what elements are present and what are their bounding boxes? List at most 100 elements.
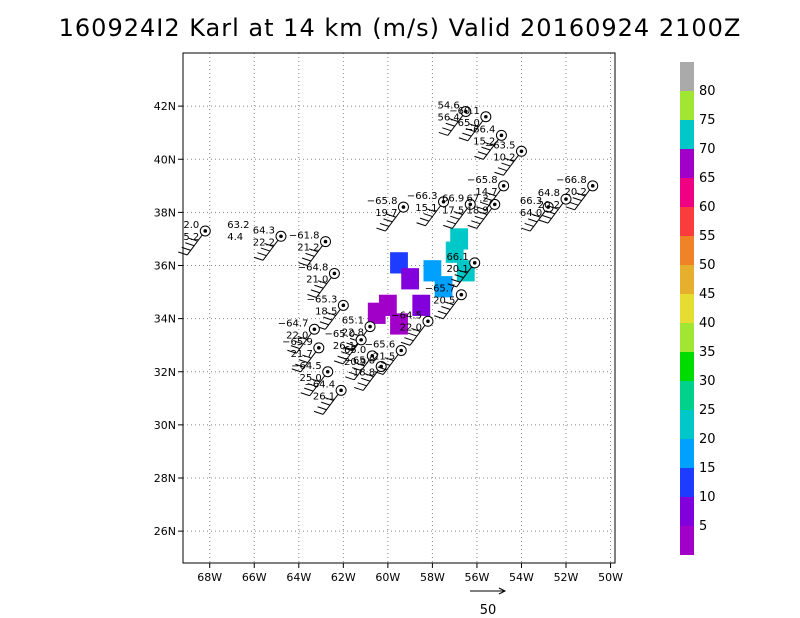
wind-barb-flag [524, 222, 534, 227]
temperature-label: 66.9 [442, 193, 464, 204]
wind-barb-flag [346, 342, 356, 347]
wind-barb-flag [324, 397, 334, 402]
x-tick-label: 66W [242, 571, 267, 584]
wind-barb-flag [400, 341, 411, 346]
wind-barb-flag [497, 167, 508, 172]
observation: −65.318.5 [307, 294, 349, 330]
temperature-label: −64.5 [391, 310, 422, 321]
wind-barb-flag [304, 387, 314, 392]
observation: −66.820.2 [556, 175, 599, 211]
wind-barb-flag [445, 122, 455, 127]
dewpoint-label: 20.2 [564, 187, 586, 198]
wind-barb-flag [320, 401, 331, 406]
observation: 66.917.5 [442, 193, 476, 229]
wind-barb-flag [487, 192, 497, 197]
station-marker-dot [499, 133, 504, 138]
colorbar-label: 15 [699, 461, 716, 476]
colorbar-swatch [680, 497, 694, 526]
station-marker-dot [359, 338, 363, 342]
wind-barb-flag [333, 360, 344, 365]
observation: −64.821.0 [298, 262, 340, 298]
wind-barb-flag [257, 252, 267, 257]
wind-barb-flag [317, 406, 327, 411]
wind-barb-flag [542, 215, 552, 219]
colorbar-label: 80 [699, 84, 716, 99]
wind-barb-flag [476, 206, 486, 211]
observation: −64.522.0 [391, 310, 434, 346]
temperature-label: −65.8 [367, 196, 398, 207]
x-tick-label: 62W [331, 571, 356, 584]
temperature-label: 2.0 [183, 220, 199, 231]
station-marker-dot [399, 348, 404, 353]
observation: −65.720.5 [425, 284, 467, 320]
wind-barb-flag [344, 346, 354, 351]
colorbar-swatch [680, 410, 694, 439]
wind-barb-flag [352, 367, 362, 372]
wind-barb-flag [419, 217, 430, 222]
colorbar-label: 35 [699, 345, 716, 360]
dewpoint-label: 10.2 [493, 152, 515, 163]
wind-barb-flag [260, 247, 271, 252]
colorbar-swatch [680, 91, 694, 120]
wind-barb-flag [437, 310, 448, 315]
dewpoint-label: 25.0 [299, 373, 321, 384]
wind-barb-flag [545, 210, 556, 215]
temperature-label: −66.3 [407, 191, 438, 202]
dewpoint-label: 19.7 [375, 208, 397, 219]
station-marker-dot [519, 149, 524, 154]
wind-barb-flag [423, 213, 433, 218]
wind-speed-cell [390, 313, 408, 335]
wind-barb-flag [528, 218, 538, 223]
y-tick-label: 26N [154, 525, 176, 538]
observation: −64.525.0 [291, 361, 334, 397]
wind-barb-flag [308, 248, 319, 253]
x-axis: 68W 66W 64W 62W 60W 58W 56W 54W 52W 50W [197, 563, 623, 584]
wind-barb-flag [484, 142, 495, 147]
wind-barb-flag [572, 197, 582, 202]
colorbar-swatch [680, 468, 694, 497]
station-marker-dot [341, 303, 346, 308]
colorbar-swatch [680, 236, 694, 265]
wind-barb-flag [298, 359, 308, 364]
wind-barb-flag [416, 222, 426, 227]
wind-barb-flag [301, 257, 312, 262]
dewpoint-label: 5.2 [183, 232, 199, 243]
dewpoint-label: 20.5 [433, 296, 455, 307]
colorbar-label: 50 [699, 258, 716, 273]
wind-barb-flag [504, 158, 515, 162]
wind-barb-flag [305, 252, 315, 257]
temperature-label: −65.8 [467, 175, 498, 186]
wind-barb-flag [465, 128, 476, 133]
plot-frame [182, 52, 616, 564]
station-marker-dot [401, 205, 406, 209]
colorbar-label: 25 [699, 403, 716, 418]
dewpoint-label: 22.8 [342, 328, 364, 339]
station-marker-dot [472, 261, 477, 265]
dewpoint-label: 21.7 [291, 349, 313, 360]
x-tick-label: 50W [598, 571, 623, 584]
wind-barb-flag [337, 355, 347, 360]
wind-barb-flag [307, 293, 317, 298]
wind-speed-cell [423, 260, 442, 282]
station-marker-dot [203, 229, 208, 233]
station-marker-dot [323, 239, 328, 244]
wind-barb-flag [501, 162, 511, 167]
wind-barb-flag [294, 340, 304, 345]
station-marker-dot [468, 202, 473, 207]
temperature-label: −65.9 [282, 337, 313, 348]
wind-barb-flag [480, 201, 490, 206]
wind-barb-flag [377, 366, 387, 371]
wind-barb-flag [297, 335, 308, 340]
wind-barb-flag [469, 123, 479, 128]
wind-barb-flag [313, 410, 324, 415]
dewpoint-label: 15.1 [415, 203, 437, 214]
temperature-label: 67.2 [466, 193, 488, 204]
observation: −63.510.2 [485, 140, 527, 176]
observation: −64.722.0 [278, 318, 320, 354]
y-tick-label: 38N [154, 206, 176, 219]
wind-barb-flag [569, 201, 579, 206]
colorbar-swatch [680, 352, 694, 381]
temperature-label: −60.1 [449, 106, 480, 117]
wind-barb-flag [345, 376, 355, 381]
